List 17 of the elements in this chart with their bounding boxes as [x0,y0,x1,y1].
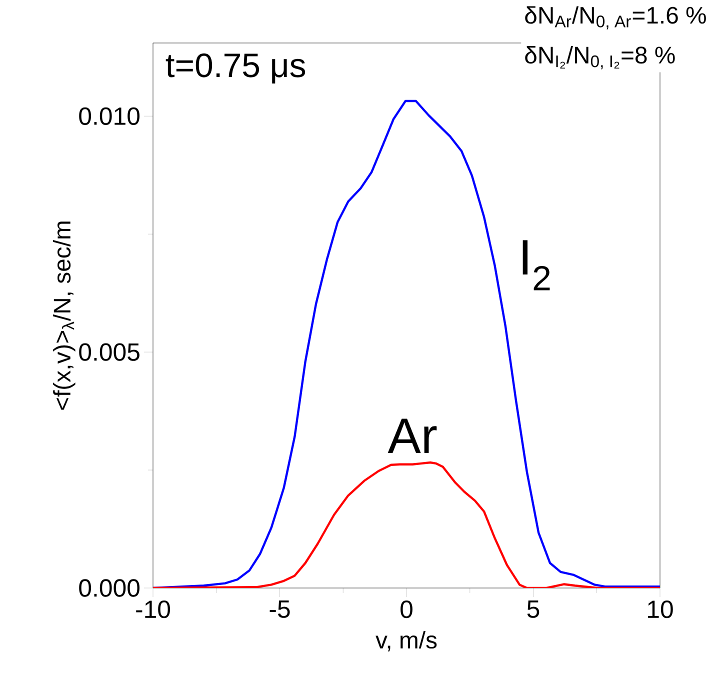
y-axis-title: <f(x,v)>$_{λ}$/N, sec/m [53,222,76,410]
x-tick-label: 10 [648,600,673,618]
x-tick-label: -5 [270,600,290,618]
y-tick-label: 0.005 [79,343,140,361]
line-series [153,461,660,588]
series-label: Ar [388,418,437,453]
y-tick-label: 0.000 [79,579,140,597]
annotation: δN$_{I₂}$/N$_{0, I₂}$=8 % [525,46,675,70]
x-axis-title: v, m/s [376,630,437,652]
series-label: I$_{2}$ [522,240,550,290]
x-tick-label: 5 [527,600,540,618]
annotation: t=0.75 μs [166,53,306,84]
x-tick-label: 0 [400,600,412,618]
line-series [153,100,660,588]
text: δN$_{Ar}$/N$_{0, Ar}$=1.6 % [525,6,706,30]
y-tick-label: 0.010 [79,107,140,125]
x-tick-label: -10 [136,600,170,618]
